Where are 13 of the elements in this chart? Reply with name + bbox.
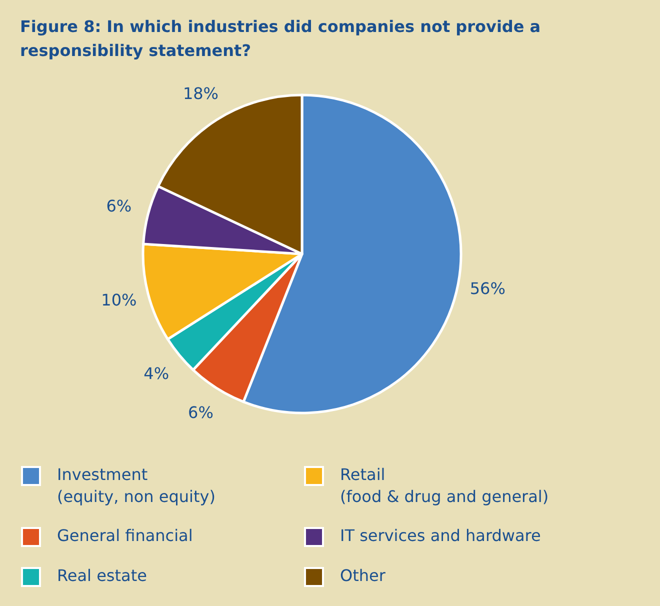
legend-label: Retail (food & drug and general) bbox=[340, 465, 549, 506]
data-label: 10% bbox=[101, 290, 137, 310]
chart-title: Figure 8: In which industries did companies not provide a responsibility statement? bbox=[20, 17, 541, 60]
legend-label: Real estate bbox=[57, 566, 147, 586]
legend-label: Other bbox=[340, 566, 386, 586]
data-label: 4% bbox=[144, 364, 170, 383]
data-label: 56% bbox=[470, 278, 506, 298]
data-label: 6% bbox=[106, 196, 132, 216]
legend-label: Investment (equity, non equity) bbox=[57, 465, 216, 506]
data-label: 18% bbox=[182, 84, 219, 103]
legend-label: IT services and hardware bbox=[340, 526, 541, 546]
legend-label: General financial bbox=[57, 526, 193, 546]
data-label: 6% bbox=[188, 402, 214, 422]
